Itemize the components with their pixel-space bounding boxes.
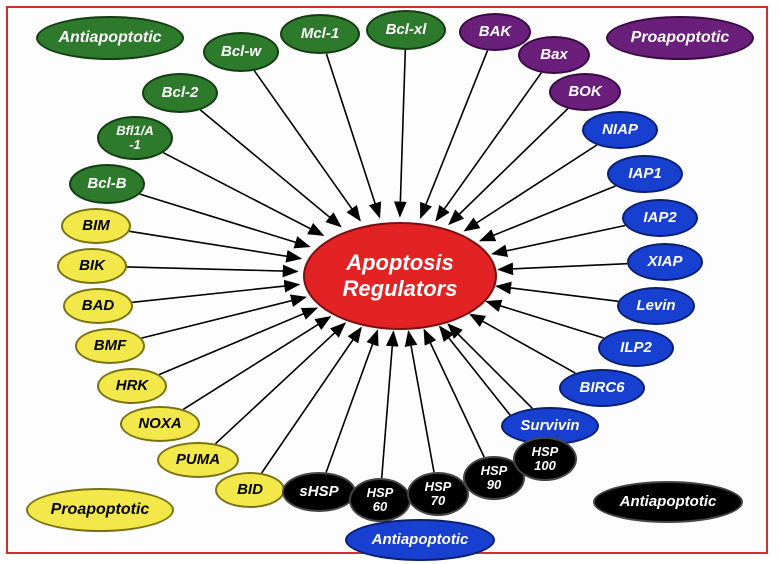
node-antiapoptotic-blue: Antiapoptotic bbox=[345, 519, 495, 561]
node-hsp60: HSP 60 bbox=[349, 478, 411, 522]
node-mcl-1: Mcl-1 bbox=[280, 14, 360, 54]
node-antiapoptotic-green: Antiapoptotic bbox=[36, 16, 184, 60]
node-birc6: BIRC6 bbox=[559, 369, 645, 407]
node-bfl1: Bfl1/A -1 bbox=[97, 116, 173, 160]
node-bcl-b: Bcl-B bbox=[69, 164, 145, 204]
node-iap1: IAP1 bbox=[607, 155, 683, 193]
node-hsp70: HSP 70 bbox=[407, 472, 469, 516]
node-bcl-w: Bcl-w bbox=[203, 32, 279, 72]
node-bak: BAK bbox=[459, 13, 531, 51]
node-shsp: sHSP bbox=[282, 472, 356, 512]
center-label: Apoptosis Regulators bbox=[343, 250, 458, 302]
node-proapoptotic-yellow: Proapoptotic bbox=[26, 488, 174, 532]
node-bmf: BMF bbox=[75, 328, 145, 364]
center-node-apoptosis-regulators: Apoptosis Regulators bbox=[303, 222, 497, 330]
node-ilp2: ILP2 bbox=[598, 329, 674, 367]
node-niap: NIAP bbox=[582, 111, 658, 149]
node-bid: BID bbox=[215, 472, 285, 508]
node-xiap: XIAP bbox=[627, 243, 703, 281]
node-bax: Bax bbox=[518, 36, 590, 74]
node-proapoptotic-purple: Proapoptotic bbox=[606, 16, 754, 60]
node-hsp100: HSP 100 bbox=[513, 437, 577, 481]
node-hrk: HRK bbox=[97, 368, 167, 404]
node-bok: BOK bbox=[549, 73, 621, 111]
node-iap2: IAP2 bbox=[622, 199, 698, 237]
node-noxa: NOXA bbox=[120, 406, 200, 442]
node-bim: BIM bbox=[61, 208, 131, 244]
node-bcl-xl: Bcl-xl bbox=[366, 10, 446, 50]
node-puma: PUMA bbox=[157, 442, 239, 478]
node-levin: Levin bbox=[617, 287, 695, 325]
node-bad: BAD bbox=[63, 288, 133, 324]
node-bcl-2: Bcl-2 bbox=[142, 73, 218, 113]
node-antiapoptotic-black: Antiapoptotic bbox=[593, 481, 743, 523]
node-bik: BIK bbox=[57, 248, 127, 284]
